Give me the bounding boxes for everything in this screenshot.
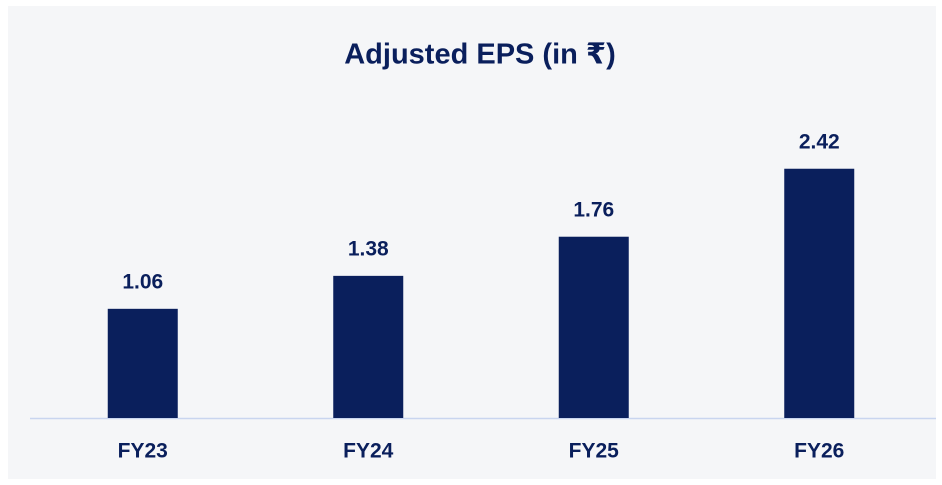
bar bbox=[333, 275, 404, 418]
data-label: 1.06 bbox=[122, 270, 163, 293]
bar bbox=[558, 236, 629, 418]
x-tick-label: FY23 bbox=[118, 440, 168, 463]
data-label: 2.42 bbox=[799, 130, 840, 153]
x-tick-label: FY26 bbox=[794, 440, 844, 463]
bar bbox=[107, 308, 178, 418]
bar bbox=[784, 168, 855, 418]
x-tick-label: FY25 bbox=[569, 440, 620, 463]
data-label: 1.76 bbox=[573, 198, 614, 221]
chart-title: Adjusted EPS (in ₹) bbox=[344, 39, 616, 71]
x-tick-label: FY24 bbox=[343, 440, 394, 463]
data-label: 1.38 bbox=[348, 237, 389, 260]
